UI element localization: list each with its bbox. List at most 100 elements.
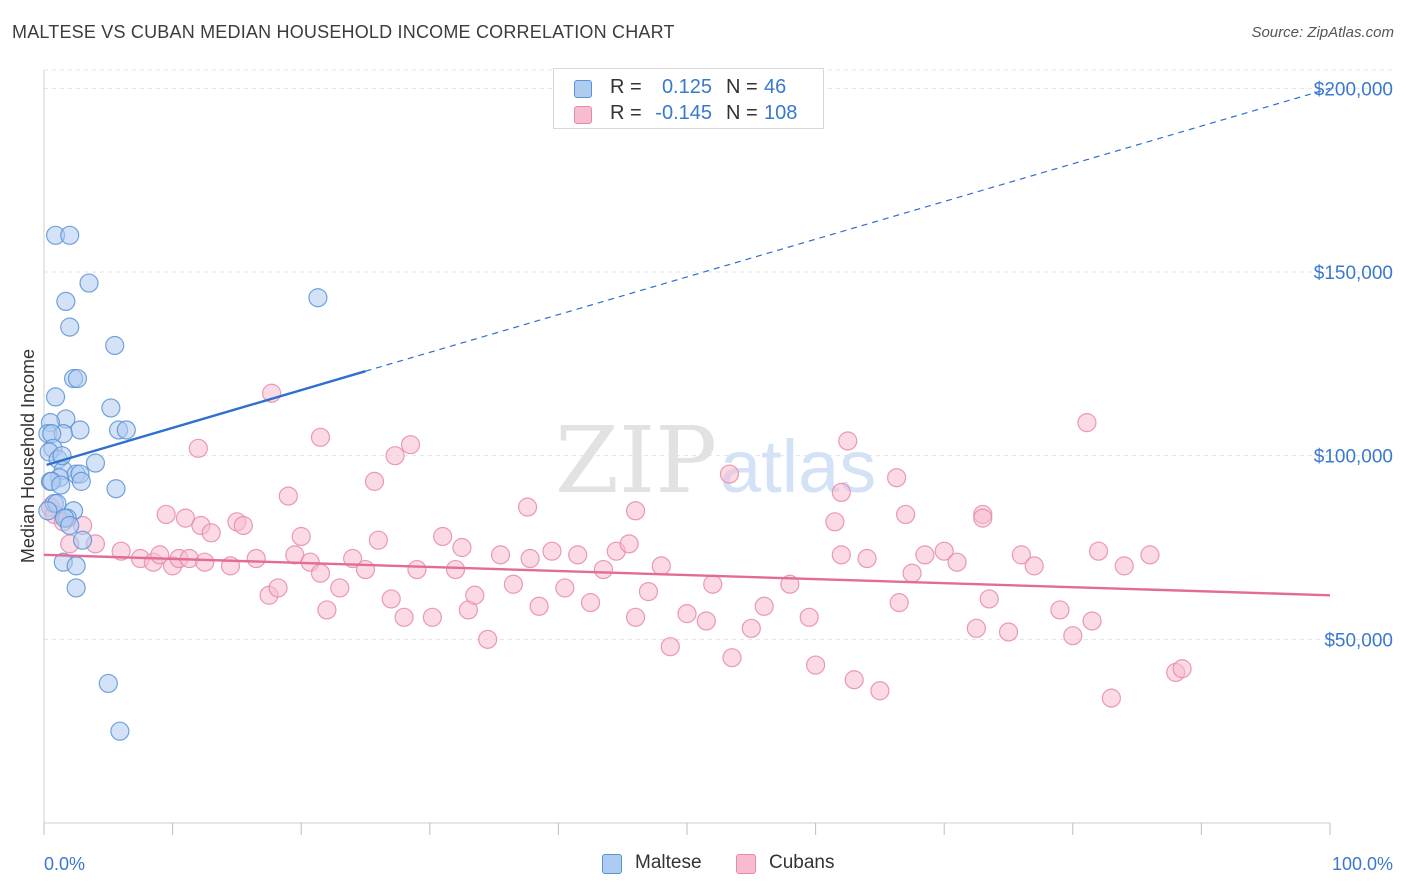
maltese-point xyxy=(66,556,86,576)
cubans-point xyxy=(870,681,890,701)
maltese-point xyxy=(67,368,88,389)
r-label: R = xyxy=(610,76,642,98)
cubans-point xyxy=(465,585,485,605)
maltese-point xyxy=(45,387,66,407)
gridlines xyxy=(44,69,1395,640)
cubans-point xyxy=(741,618,761,638)
cubans-point xyxy=(568,545,588,565)
cubans-point xyxy=(278,486,298,506)
n-label: N = xyxy=(726,76,758,98)
cubans-point xyxy=(1101,688,1121,708)
maltese-trend-extension xyxy=(365,87,1331,372)
maltese-legend-label: Maltese xyxy=(635,852,702,873)
maltese-point xyxy=(56,291,76,312)
maltese-points xyxy=(38,225,328,741)
y-tick-label: $150,000 xyxy=(1314,263,1393,284)
cubans-point xyxy=(291,526,311,547)
cubans-point xyxy=(896,504,916,525)
cubans-point xyxy=(433,526,453,547)
cubans-point xyxy=(368,530,388,550)
cubans-point xyxy=(619,534,639,554)
cubans-point xyxy=(625,501,646,521)
cubans-point xyxy=(651,556,671,576)
cubans-point xyxy=(343,548,363,569)
maltese-point xyxy=(85,453,106,473)
cubans-point xyxy=(719,464,740,484)
cubans-point xyxy=(947,552,967,572)
cubans-point xyxy=(857,548,877,569)
cubans-point xyxy=(722,648,742,668)
cubans-point xyxy=(966,618,986,638)
maltese-point xyxy=(116,420,136,440)
cubans-point xyxy=(838,431,858,451)
maltese-swatch xyxy=(574,80,592,98)
maltese-point xyxy=(70,420,90,440)
cubans-point xyxy=(188,438,208,458)
correlation-legend: R = 0.125 N = 46 R = -0.145 N = 108 xyxy=(553,68,824,129)
maltese-point xyxy=(110,721,130,741)
maltese-point xyxy=(308,288,328,308)
maltese-point xyxy=(60,225,80,245)
cubans-point xyxy=(317,600,337,620)
watermark-zip: ZIP xyxy=(555,407,717,514)
y-tick-label: $200,000 xyxy=(1314,79,1393,100)
cubans-point xyxy=(831,482,851,503)
cubans-point xyxy=(979,589,999,609)
cubans-point xyxy=(310,563,331,583)
maltese-point xyxy=(72,530,93,550)
cubans-point xyxy=(1011,545,1031,565)
cubans-point xyxy=(902,563,922,583)
cubans-point xyxy=(998,622,1019,642)
cubans-point xyxy=(677,604,697,624)
maltese-point xyxy=(38,501,58,521)
r-value: 0.125 xyxy=(661,76,712,98)
cubans-point xyxy=(111,541,131,561)
source-label: Source: ZipAtlas.com xyxy=(1251,24,1394,41)
maltese-point xyxy=(105,335,125,356)
cubans-point xyxy=(445,559,466,580)
cubans-point xyxy=(934,541,954,561)
cubans-point xyxy=(1082,611,1102,631)
cubans-point xyxy=(452,537,472,558)
cubans-point xyxy=(503,574,523,594)
watermark: ZIP atlas xyxy=(555,407,876,514)
cubans-points xyxy=(40,383,1192,708)
cubans-point xyxy=(520,548,540,569)
cubans-point xyxy=(1050,600,1070,620)
cubans-point xyxy=(364,471,385,491)
cubans-point xyxy=(233,515,253,536)
cubans-point xyxy=(696,611,716,631)
maltese-point xyxy=(60,515,80,536)
cubans-point xyxy=(915,545,935,565)
y-axis-label: Median Household Income xyxy=(18,349,38,563)
maltese-point xyxy=(71,471,91,491)
cubans-swatch xyxy=(574,106,592,124)
cubans-point xyxy=(310,427,331,447)
cubans-point xyxy=(625,607,646,627)
cubans-point xyxy=(754,596,774,616)
cubans-point xyxy=(517,497,538,517)
maltese-point xyxy=(101,398,121,418)
cubans-point xyxy=(580,593,601,613)
r-label: R = xyxy=(610,102,642,124)
cubans-trend-line xyxy=(43,553,1331,597)
cubans-point xyxy=(394,607,414,627)
n-value: 46 xyxy=(764,76,787,98)
cubans-point xyxy=(1088,541,1109,561)
cubans-point xyxy=(703,574,723,594)
cubans-legend-label: Cubans xyxy=(769,852,835,873)
cubans-point xyxy=(1140,545,1160,565)
cubans-legend-swatch xyxy=(736,854,756,874)
cubans-point xyxy=(973,508,993,528)
maltese-point xyxy=(98,673,118,694)
maltese-point xyxy=(51,475,71,495)
cubans-point xyxy=(780,574,800,594)
maltese-point xyxy=(106,479,126,499)
cubans-point xyxy=(1077,413,1097,433)
y-tick-label: $100,000 xyxy=(1314,447,1393,468)
cubans-point xyxy=(195,552,215,572)
cubans-point xyxy=(355,559,376,580)
cubans-point xyxy=(490,545,511,565)
maltese-point xyxy=(60,317,80,337)
cubans-point xyxy=(268,578,288,598)
